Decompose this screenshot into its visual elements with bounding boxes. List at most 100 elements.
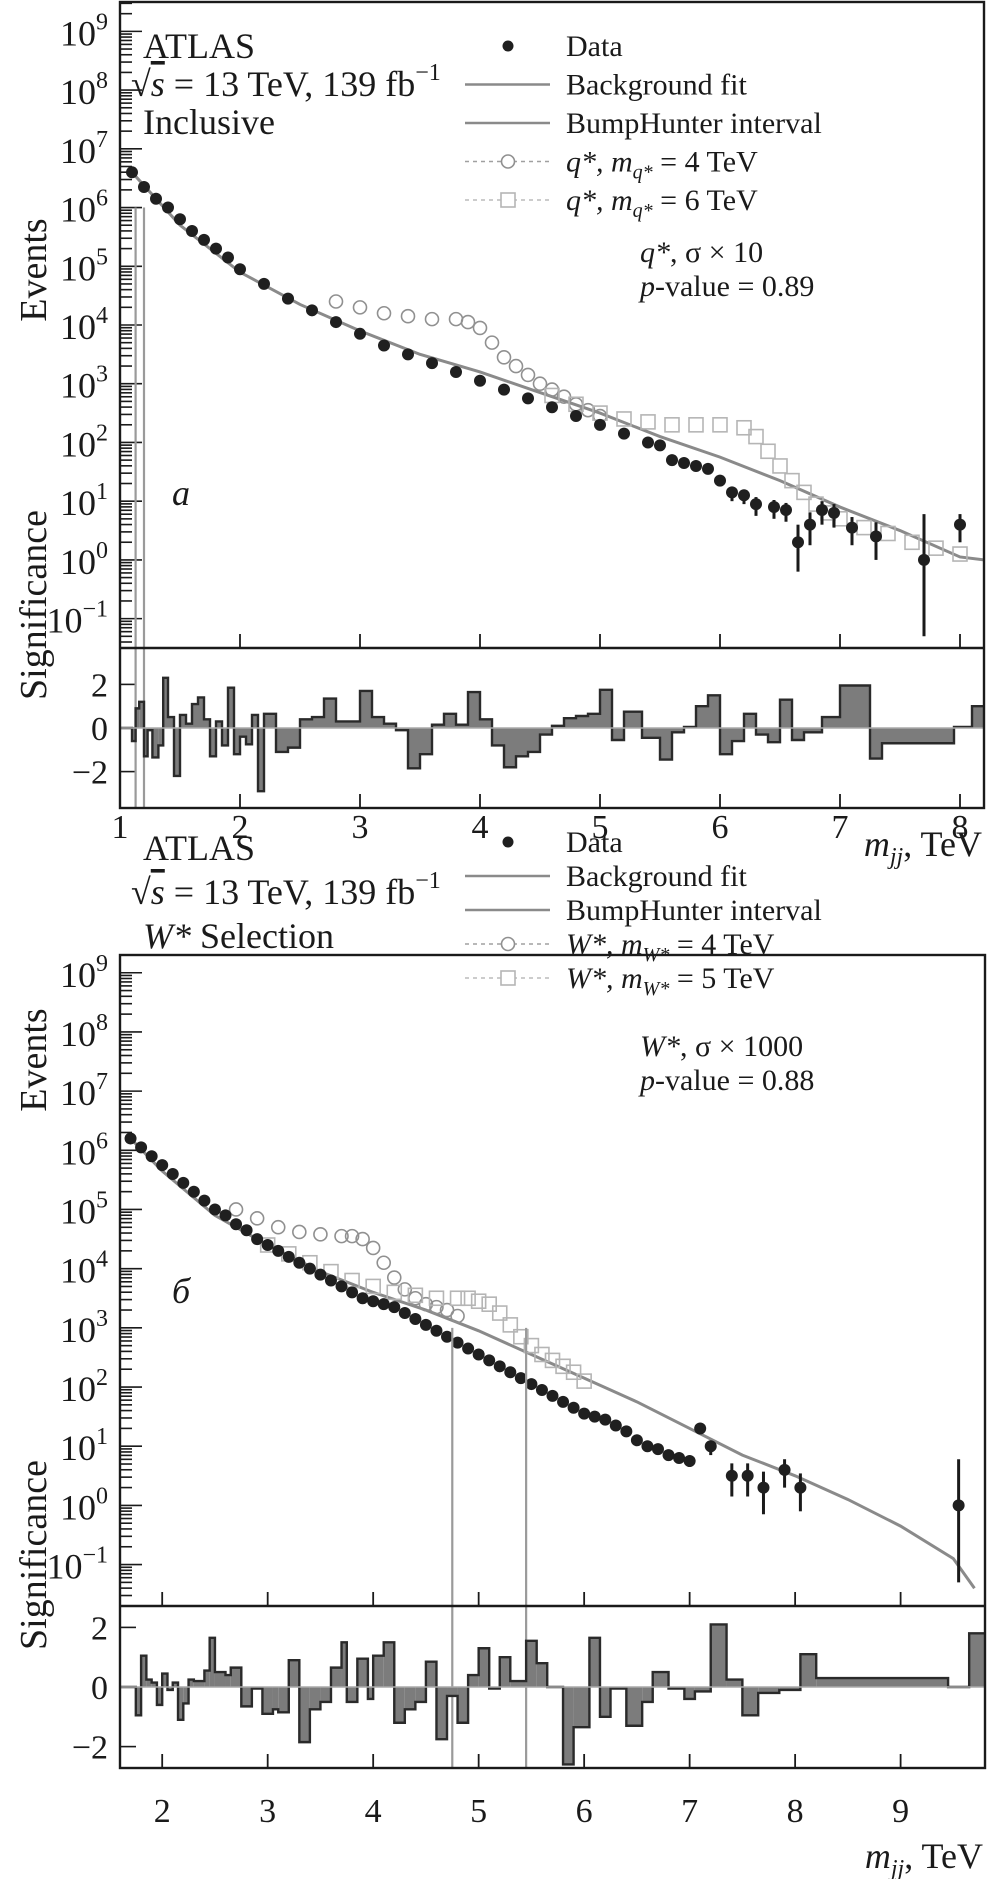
significance-bar xyxy=(882,728,954,744)
significance-bar xyxy=(394,1687,405,1723)
signal-circle-marker xyxy=(228,1202,244,1217)
y-tick-label: 100 xyxy=(60,538,108,582)
significance-bar xyxy=(624,711,642,728)
significance-bar xyxy=(346,1687,358,1702)
significance-bar xyxy=(367,1687,374,1699)
signal-circle-marker xyxy=(376,305,392,321)
signal-circle-marker xyxy=(355,1231,370,1247)
significance-bar xyxy=(262,1687,273,1714)
ratio-y-tick-label: 2 xyxy=(91,1610,108,1647)
data-point xyxy=(768,501,780,514)
significance-bar xyxy=(516,728,528,757)
signal-square-marker xyxy=(760,443,776,460)
signal-square-marker xyxy=(470,1293,487,1310)
y-tick-label: 104 xyxy=(60,1247,108,1291)
data-point xyxy=(609,1419,622,1432)
significance-bar xyxy=(216,721,222,728)
significance-bar xyxy=(478,1648,490,1687)
experiment-label: ATLAS xyxy=(143,26,255,66)
data-point xyxy=(846,521,858,534)
significance-bar xyxy=(563,1687,574,1765)
x-tick-label: 6 xyxy=(576,1793,593,1830)
significance-bar xyxy=(276,728,288,752)
signal-scale-annotation: q*, σ × 10 xyxy=(640,236,763,269)
plot-frame xyxy=(118,0,986,810)
legend-circle-icon xyxy=(500,936,516,952)
signal-circle-marker xyxy=(532,376,548,392)
significance-bar xyxy=(312,717,324,728)
signal-circle-marker xyxy=(429,1299,444,1315)
significance-bar xyxy=(576,716,588,728)
significance-bar xyxy=(324,698,336,728)
legend-label: Background fit xyxy=(566,860,747,893)
data-point xyxy=(714,474,726,487)
signal-circle-marker xyxy=(496,349,512,365)
data-point xyxy=(303,1262,316,1275)
significance-bar xyxy=(710,1624,727,1687)
data-point xyxy=(918,553,930,566)
signal-square-marker xyxy=(748,428,764,445)
significance-bar xyxy=(870,728,882,759)
legend-label: W*, mW* = 5 TeV xyxy=(566,962,775,1000)
significance-bar xyxy=(732,728,744,742)
data-point xyxy=(778,1463,791,1476)
significance-bar xyxy=(779,1687,801,1690)
y-tick-label: 104 xyxy=(60,303,108,347)
x-axis-title: mjj, TeV xyxy=(864,824,982,870)
x-tick-label: 4 xyxy=(472,809,489,846)
signal-circle-marker xyxy=(580,402,596,418)
signal-circle-marker xyxy=(292,1224,307,1240)
background-fit-line xyxy=(129,1137,976,1590)
data-point xyxy=(493,1360,506,1373)
data-point xyxy=(378,339,390,352)
signal_q4-markers xyxy=(328,294,608,424)
data-point xyxy=(954,518,966,531)
data-point xyxy=(230,1218,243,1231)
data-point xyxy=(451,1336,464,1349)
significance-bar xyxy=(252,714,258,728)
significance-bar xyxy=(158,728,164,746)
y-tick-label: 103 xyxy=(60,1306,108,1350)
significance-bar xyxy=(492,728,504,746)
signal-square-marker xyxy=(796,484,812,501)
significance-bar xyxy=(348,721,360,728)
significance-bar xyxy=(720,728,732,755)
significance-bar xyxy=(288,1660,300,1687)
panel-b: 10−1 100 101 102 103 104 105 106 107 108 109 2 3 4 5 6 7… xyxy=(13,826,987,1879)
signal-square-marker xyxy=(640,414,656,430)
data-point xyxy=(570,410,582,423)
data-point xyxy=(741,1469,754,1482)
data-point xyxy=(666,454,678,467)
y-tick-label: 105 xyxy=(60,1187,108,1231)
data-point xyxy=(293,1256,306,1269)
signal-circle-marker xyxy=(365,1240,381,1256)
significance-bar xyxy=(163,677,168,728)
data-point xyxy=(198,1194,211,1207)
signal_q6-markers xyxy=(544,387,968,562)
data-point xyxy=(816,503,828,516)
significance-bar xyxy=(480,719,492,728)
data-point xyxy=(780,503,792,516)
signal-square-marker xyxy=(365,1278,381,1295)
significance-bar xyxy=(360,690,372,728)
x-tick-label: 2 xyxy=(154,1793,171,1830)
significance-bar xyxy=(536,1663,548,1687)
significance-bar xyxy=(758,1687,780,1693)
signal-circle-marker xyxy=(424,311,440,327)
signal-circle-marker xyxy=(450,1308,465,1324)
signal-square-marker xyxy=(534,1346,550,1363)
signal-circle-marker xyxy=(484,335,500,350)
significance-bar xyxy=(278,1687,289,1713)
data-point xyxy=(330,316,342,329)
significance-bar xyxy=(209,1637,215,1687)
y-tick-label: 102 xyxy=(60,1365,108,1409)
data-point xyxy=(683,1455,696,1468)
significance-bar xyxy=(468,1675,479,1687)
data-point xyxy=(314,1268,327,1281)
signal-square-marker xyxy=(856,519,872,536)
signal-circle-marker xyxy=(418,1296,434,1312)
data-point xyxy=(198,233,210,246)
data-point xyxy=(588,1410,601,1423)
y-tick-label: 10−1 xyxy=(46,1543,108,1587)
